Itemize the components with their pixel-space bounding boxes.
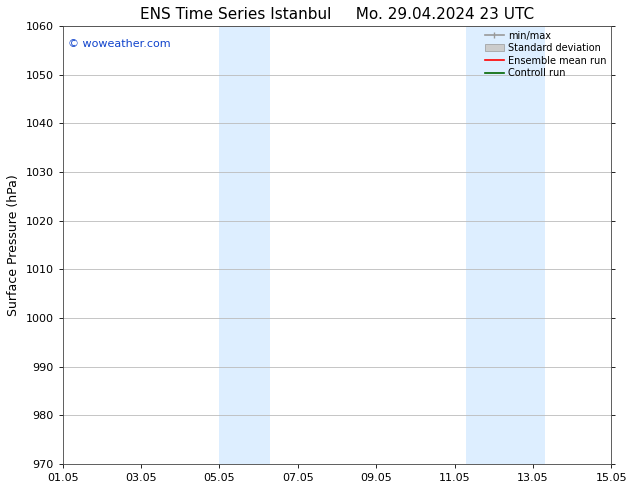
- Text: © woweather.com: © woweather.com: [68, 39, 171, 49]
- Title: ENS Time Series Istanbul     Mo. 29.04.2024 23 UTC: ENS Time Series Istanbul Mo. 29.04.2024 …: [140, 7, 534, 22]
- Y-axis label: Surface Pressure (hPa): Surface Pressure (hPa): [7, 174, 20, 316]
- Bar: [466, 26, 545, 464]
- Bar: [219, 26, 270, 464]
- Legend: min/max, Standard deviation, Ensemble mean run, Controll run: min/max, Standard deviation, Ensemble me…: [482, 29, 609, 80]
